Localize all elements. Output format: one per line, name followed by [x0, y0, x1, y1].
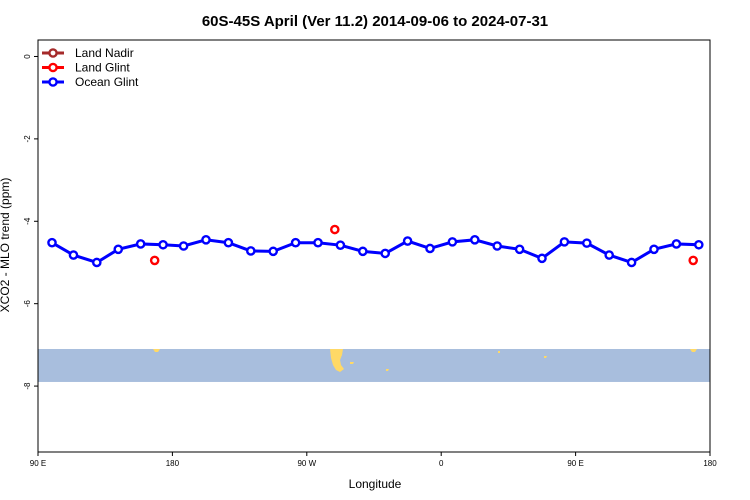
x-tick-label: 0: [439, 459, 444, 468]
y-tick-label: -2: [23, 135, 32, 143]
ocean-glint-point: [290, 237, 301, 248]
land-island-speck: [498, 351, 500, 353]
ocean-glint-point: [380, 248, 391, 259]
x-axis: 90 E 180 90 W 0 90 E 180: [30, 452, 717, 468]
legend-label: Land Glint: [75, 61, 130, 75]
ocean-glint-point: [178, 241, 189, 251]
legend-item-land-glint: Land Glint: [42, 61, 130, 75]
legend-label: Ocean Glint: [75, 75, 139, 89]
land-island-speck: [386, 369, 389, 371]
plot-frame: [37, 39, 711, 453]
legend-item-ocean-glint: Ocean Glint: [42, 75, 139, 89]
ocean-glint-point: [425, 243, 435, 254]
x-tick-label: 180: [166, 459, 180, 468]
ocean-glint-point: [47, 237, 57, 248]
land-southern-speck: [690, 349, 697, 352]
ocean-glint-point: [201, 235, 211, 245]
ocean-glint-point: [335, 240, 346, 250]
ocean-glint-point: [492, 241, 503, 251]
x-tick-label: 180: [703, 459, 717, 468]
y-tick-label: 0: [23, 54, 32, 59]
x-axis-label: Longitude: [349, 477, 402, 491]
series-layer: [47, 224, 704, 268]
ocean-glint-point: [626, 257, 637, 268]
ocean-glint-point: [402, 236, 413, 246]
y-tick-label: -8: [23, 382, 32, 390]
ocean-glint-point: [113, 244, 124, 255]
ocean-glint-point: [135, 239, 146, 249]
y-tick-label: -6: [23, 300, 32, 308]
ocean-glint-point: [223, 237, 234, 248]
ocean-glint-point: [514, 244, 525, 255]
y-axis-label: XCO2 - MLO trend (ppm): [0, 178, 12, 313]
x-tick-label: 90 W: [297, 459, 316, 468]
ocean-glint-line: [51, 238, 699, 265]
land-glint-point: [688, 255, 699, 266]
ocean-glint-point: [447, 237, 458, 247]
ocean-glint-point: [68, 250, 79, 260]
y-axis: 0 -2 -4 -6 -8: [23, 54, 38, 390]
ocean-glint-point: [559, 237, 570, 247]
ocean-glint-point: [582, 238, 592, 248]
legend-label: Land Nadir: [75, 46, 134, 60]
ocean-glint-point: [158, 239, 168, 250]
land-south-america: [330, 349, 344, 372]
x-tick-label: 90 E: [30, 459, 46, 468]
legend-marker: [48, 48, 58, 58]
ocean-glint-point: [694, 239, 704, 250]
land-falklands: [350, 362, 354, 364]
ocean-glint-point: [649, 244, 659, 255]
ocean-glint-point: [268, 246, 279, 257]
ocean-glint-point: [245, 246, 256, 256]
ocean-glint-point: [537, 253, 547, 264]
legend-item-land-nadir: Land Nadir: [42, 46, 134, 60]
ocean-glint-point: [313, 237, 323, 248]
legend-marker: [48, 77, 58, 87]
map-ocean: [38, 349, 710, 382]
x-tick-label: 90 E: [567, 459, 583, 468]
ocean-glint-point: [357, 246, 368, 257]
land-glint-point: [329, 224, 340, 235]
land-kerguelen: [544, 356, 547, 358]
chart-title: 60S-45S April (Ver 11.2) 2014-09-06 to 2…: [202, 13, 548, 30]
land-glint-point: [149, 255, 160, 266]
ocean-glint-point: [671, 239, 682, 249]
ocean-glint-point: [92, 257, 102, 268]
land-southern-speck: [153, 349, 160, 352]
ocean-glint-point: [469, 235, 480, 245]
map-strip: [38, 349, 710, 382]
legend-marker: [48, 62, 58, 73]
ocean-glint-point: [604, 250, 615, 260]
y-tick-label: -4: [23, 217, 32, 225]
